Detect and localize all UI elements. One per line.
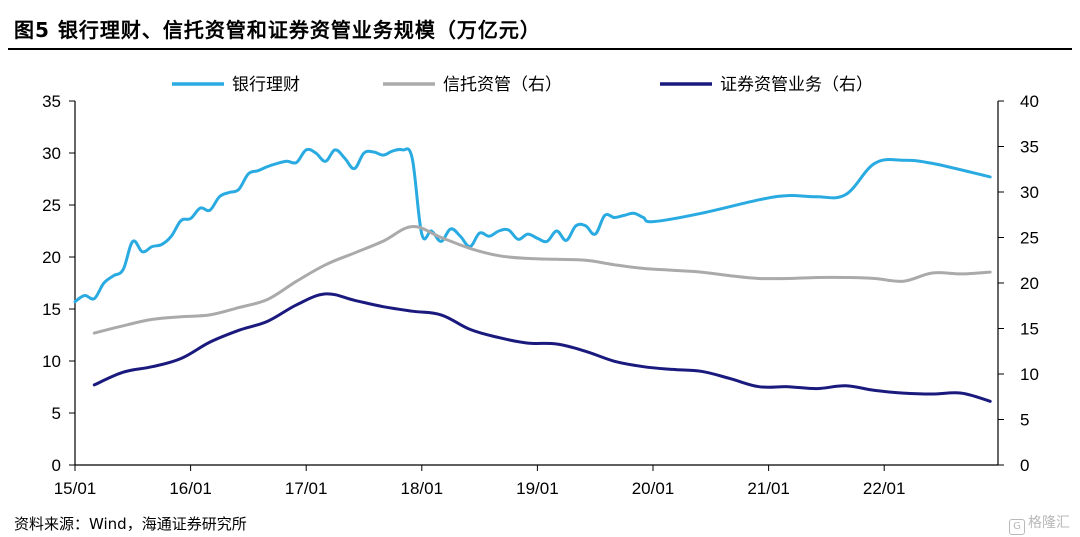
x-tick-label: 21/01 bbox=[747, 479, 790, 498]
left-tick-label: 20 bbox=[42, 248, 61, 267]
series-line-2 bbox=[92, 225, 992, 335]
watermark-text: 格隆汇 bbox=[1028, 515, 1070, 531]
right-tick-label: 30 bbox=[1020, 183, 1039, 202]
right-tick-label: 40 bbox=[1020, 92, 1039, 111]
axes: 0 5 10 15 20 25 30 35 0 5 10 15 20 25 30 35 40 15/01 16/01… bbox=[42, 92, 1039, 498]
chart-title: 图5 银行理财、信托资管和证券资管业务规模（万亿元） bbox=[14, 18, 541, 42]
legend-label-1: 银行理财 bbox=[232, 75, 300, 95]
left-tick-label: 30 bbox=[42, 144, 61, 163]
x-tick-label: 20/01 bbox=[632, 479, 675, 498]
left-tick-label: 15 bbox=[42, 300, 61, 319]
left-tick-label: 10 bbox=[42, 352, 61, 371]
x-tick-label: 22/01 bbox=[863, 479, 906, 498]
left-tick-label: 35 bbox=[42, 92, 61, 111]
x-tick-label: 19/01 bbox=[516, 479, 559, 498]
x-tick-label: 18/01 bbox=[401, 479, 444, 498]
right-tick-label: 10 bbox=[1020, 365, 1039, 384]
chart: 银行理财 信托资管（右） 证券资管业务（右） 0 5 10 15 20 25 30 35 0 5 10 1… bbox=[42, 75, 1039, 498]
watermark: G 格隆汇 bbox=[1009, 512, 1070, 535]
left-tick-label: 0 bbox=[52, 456, 61, 475]
right-tick-label: 15 bbox=[1020, 320, 1039, 339]
x-tick-label: 17/01 bbox=[285, 479, 328, 498]
series-layer bbox=[73, 147, 992, 403]
series-line-3 bbox=[92, 292, 992, 403]
legend-label-3: 证券资管业务（右） bbox=[720, 75, 873, 95]
right-tick-label: 20 bbox=[1020, 274, 1039, 293]
series-line-1 bbox=[73, 147, 992, 304]
title-bar: 图5 银行理财、信托资管和证券资管业务规模（万亿元） bbox=[8, 6, 1072, 50]
legend: 银行理财 信托资管（右） 证券资管业务（右） bbox=[172, 75, 873, 95]
x-tick-label: 16/01 bbox=[169, 479, 212, 498]
x-tick-label: 15/01 bbox=[54, 479, 97, 498]
right-tick-label: 25 bbox=[1020, 229, 1039, 248]
source-note: 资料来源：Wind，海通证券研究所 bbox=[14, 515, 247, 533]
left-tick-label: 5 bbox=[52, 404, 61, 423]
right-tick-label: 5 bbox=[1020, 411, 1029, 430]
right-tick-label: 0 bbox=[1020, 456, 1029, 475]
left-tick-label: 25 bbox=[42, 196, 61, 215]
right-tick-label: 35 bbox=[1020, 138, 1039, 157]
watermark-logo-icon: G bbox=[1009, 519, 1025, 535]
legend-label-2: 信托资管（右） bbox=[443, 75, 562, 95]
